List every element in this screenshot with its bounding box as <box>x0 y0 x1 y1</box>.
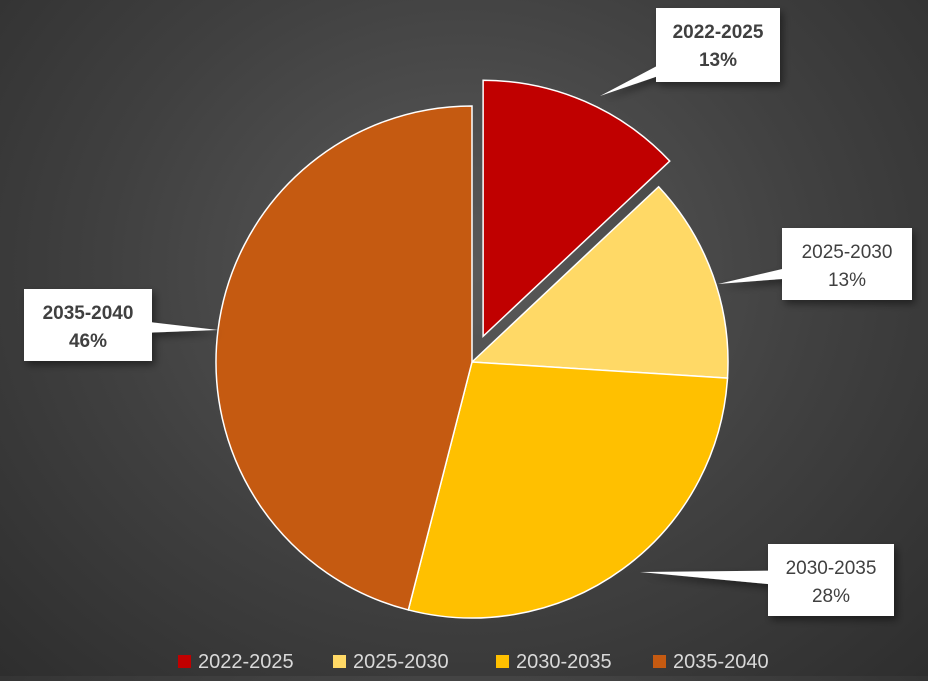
pie-slice-2030-2035 <box>407 361 729 619</box>
legend-label: 2025-2030 <box>353 651 449 673</box>
data-label-value: 13% <box>828 270 866 291</box>
data-label-value: 28% <box>812 586 850 607</box>
data-label-box <box>656 8 780 82</box>
legend-item-2030-2035: 2030-2035 <box>496 651 612 673</box>
data-label-category: 2035-2040 <box>43 303 134 324</box>
pie-slice-2035-2040 <box>215 105 473 611</box>
data-label-value: 46% <box>69 331 107 352</box>
data-labels-layer: 2022-2025 13% 2025-2030 13% 2030-2035 28% 2035… <box>24 8 912 616</box>
legend-swatch <box>333 655 346 668</box>
data-label-2022-2025 <box>600 8 780 96</box>
legend-swatch <box>653 655 666 668</box>
data-label-box <box>768 544 894 616</box>
legend-item-2035-2040: 2035-2040 <box>653 651 769 673</box>
legend: 2022-2025 2025-2030 2030-2035 2035-2040 <box>178 651 769 673</box>
legend-label: 2022-2025 <box>198 651 294 673</box>
data-label-2035-2040 <box>24 289 219 361</box>
legend-swatch <box>178 655 191 668</box>
legend-item-2025-2030: 2025-2030 <box>333 651 449 673</box>
data-label-2030-2035 <box>640 544 894 616</box>
data-label-box <box>782 228 912 300</box>
legend-label: 2030-2035 <box>516 651 612 673</box>
legend-swatch <box>496 655 509 668</box>
data-label-2025-2030 <box>718 228 912 300</box>
data-label-box <box>24 289 152 361</box>
pie-slice-2022-2025 <box>482 79 671 339</box>
data-label-category: 2030-2035 <box>786 558 877 579</box>
data-label-category: 2025-2030 <box>802 242 893 263</box>
slices-layer <box>215 79 729 619</box>
pie-slice-2025-2030 <box>470 185 729 379</box>
legend-item-2022-2025: 2022-2025 <box>178 651 294 673</box>
data-label-category: 2022-2025 <box>673 22 764 43</box>
legend-label: 2035-2040 <box>673 651 769 673</box>
data-label-value: 13% <box>699 50 737 71</box>
